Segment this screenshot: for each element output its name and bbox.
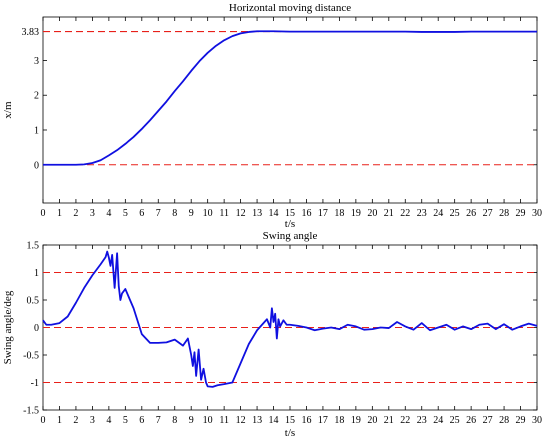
swing-chart-ytick-label: 1 xyxy=(34,268,39,279)
distance-chart-xtick-label: 22 xyxy=(400,208,410,219)
swing-chart-ytick-label: 0.5 xyxy=(27,296,40,307)
swing-chart-xtick-label: 15 xyxy=(285,415,295,426)
distance-chart-ytick-label: 1 xyxy=(34,125,39,136)
distance-chart-ylabel: x/m xyxy=(2,101,14,119)
distance-chart-xtick-label: 11 xyxy=(219,208,229,219)
distance-chart-xtick-label: 2 xyxy=(73,208,78,219)
swing-chart-xtick-label: 13 xyxy=(252,415,262,426)
distance-chart-xtick-label: 0 xyxy=(41,208,46,219)
swing-chart-xtick-label: 23 xyxy=(417,415,427,426)
distance-chart-xtick-label: 10 xyxy=(203,208,213,219)
distance-chart-xtick-label: 26 xyxy=(466,208,476,219)
swing-chart-xtick-label: 24 xyxy=(433,415,443,426)
swing-chart-xtick-label: 18 xyxy=(334,415,344,426)
distance-chart-series-line xyxy=(43,30,537,166)
distance-chart-xtick-label: 30 xyxy=(532,208,542,219)
distance-chart-xtick-label: 3 xyxy=(90,208,95,219)
distance-chart-xtick-label: 24 xyxy=(433,208,443,219)
swing-chart-xtick-label: 20 xyxy=(367,415,377,426)
distance-chart-xtick-label: 25 xyxy=(450,208,460,219)
swing-chart-ytick-label: 0 xyxy=(34,323,39,334)
swing-chart-ytick-label: -1.5 xyxy=(23,406,39,417)
swing-chart-xtick-label: 30 xyxy=(532,415,542,426)
swing-chart-xtick-label: 5 xyxy=(123,415,128,426)
distance-chart-xtick-label: 16 xyxy=(301,208,311,219)
swing-chart-xtick-label: 25 xyxy=(450,415,460,426)
distance-chart-xtick-label: 8 xyxy=(172,208,177,219)
swing-chart-ylabel: Swing angle/deg xyxy=(2,290,14,364)
swing-chart-ytick-label: -1 xyxy=(31,378,39,389)
swing-chart-xtick-label: 9 xyxy=(189,415,194,426)
swing-chart-xtick-label: 29 xyxy=(516,415,526,426)
distance-chart-series xyxy=(43,30,537,166)
distance-chart-reference-lines xyxy=(43,31,537,166)
distance-chart-xtick-label: 27 xyxy=(483,208,493,219)
swing-chart-xtick-label: 1 xyxy=(57,415,62,426)
swing-chart-xtick-label: 17 xyxy=(318,415,328,426)
swing-chart-xtick-label: 19 xyxy=(351,415,361,426)
swing-chart-xtick-label: 8 xyxy=(172,415,177,426)
swing-chart-xlabel: t/s xyxy=(285,427,295,439)
swing-chart-xtick-label: 28 xyxy=(499,415,509,426)
swing-chart-series-line xyxy=(42,250,538,388)
swing-chart-xtick-label: 21 xyxy=(384,415,394,426)
distance-chart-xtick-label: 7 xyxy=(156,208,161,219)
swing-chart-xtick-label: 14 xyxy=(269,415,279,426)
distance-chart-xtick-label: 20 xyxy=(367,208,377,219)
distance-chart-xtick-label: 5 xyxy=(123,208,128,219)
distance-chart-xtick-label: 19 xyxy=(351,208,361,219)
distance-chart-xtick-label: 29 xyxy=(516,208,526,219)
distance-chart-xtick-label: 14 xyxy=(269,208,279,219)
distance-chart-ytick-label: 2 xyxy=(34,91,39,102)
swing-chart-series xyxy=(42,250,538,388)
distance-chart-xtick-label: 9 xyxy=(189,208,194,219)
swing-chart-xtick-label: 12 xyxy=(236,415,246,426)
swing-chart-xtick-label: 4 xyxy=(106,415,111,426)
swing-chart-xtick-label: 7 xyxy=(156,415,161,426)
distance-chart-ytick-label-extra: 3.83 xyxy=(22,27,40,38)
distance-chart-xtick-label: 17 xyxy=(318,208,328,219)
distance-chart-xtick-label: 21 xyxy=(384,208,394,219)
swing-chart-xtick-label: 3 xyxy=(90,415,95,426)
distance-chart-xtick-label: 12 xyxy=(236,208,246,219)
swing-chart-ytick-label: -0.5 xyxy=(23,351,39,362)
distance-chart-ytick-label: 0 xyxy=(34,160,39,171)
swing-chart-title: Swing angle xyxy=(263,230,318,242)
distance-chart-xtick-label: 28 xyxy=(499,208,509,219)
swing-chart-xtick-label: 10 xyxy=(203,415,213,426)
distance-chart-xtick-label: 15 xyxy=(285,208,295,219)
swing-chart-xtick-label: 2 xyxy=(73,415,78,426)
swing-chart-xtick-label: 6 xyxy=(139,415,144,426)
swing-chart-xtick-label: 11 xyxy=(219,415,229,426)
distance-chart-xlabel: t/s xyxy=(285,218,295,230)
distance-chart-ytick-label: 3 xyxy=(34,56,39,67)
distance-chart-plot-frame xyxy=(42,16,538,204)
distance-chart-title: Horizontal moving distance xyxy=(229,2,351,14)
distance-chart-xtick-label: 23 xyxy=(417,208,427,219)
swing-chart-xtick-label: 22 xyxy=(400,415,410,426)
swing-chart-xtick-label: 0 xyxy=(41,415,46,426)
swing-chart-xtick-label: 27 xyxy=(483,415,493,426)
distance-chart-xtick-label: 13 xyxy=(252,208,262,219)
distance-chart-ticks: 0 1 2 3 4 5 6 7 8 9 10 11 12 13 14 15 16 17 18 19 20 21 22 23 24… xyxy=(22,17,542,219)
distance-chart-xtick-label: 6 xyxy=(139,208,144,219)
swing-chart-xtick-label: 26 xyxy=(466,415,476,426)
swing-chart-ytick-label: 1.5 xyxy=(27,241,40,252)
swing-chart-xtick-label: 16 xyxy=(301,415,311,426)
swing-chart-reference-lines xyxy=(43,271,537,384)
swing-chart-ticks: 0 1 2 3 4 5 6 7 8 9 10 11 12 13 14 15 16 17 18 19 20 21 22 23 24… xyxy=(23,241,542,427)
distance-chart-xtick-label: 4 xyxy=(106,208,111,219)
distance-chart-xtick-label: 18 xyxy=(334,208,344,219)
distance-chart-xtick-label: 1 xyxy=(57,208,62,219)
